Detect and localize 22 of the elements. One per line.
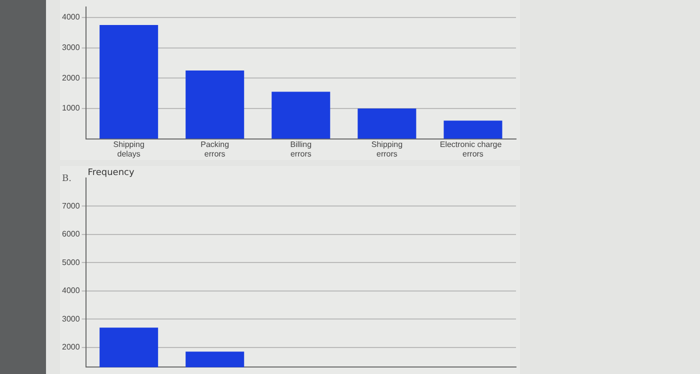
x-tick-label: Billing errors — [290, 140, 312, 158]
bar — [100, 25, 158, 139]
text: B. — [62, 174, 72, 184]
x-tick-label: Shipping errors — [371, 140, 403, 158]
x-tick-label: Packing errors — [200, 140, 230, 158]
x-tick-label: Electronic charge errors — [440, 140, 506, 158]
y-tick-label: 5000 — [62, 258, 80, 267]
y-tick-label: 7000 — [62, 201, 80, 210]
y-tick-label: 2000 — [62, 73, 80, 82]
y-tick-label: 1000 — [62, 104, 80, 113]
bar — [358, 108, 416, 139]
y-tick-label: 6000 — [62, 230, 80, 239]
x-tick-label: Shipping delays — [113, 140, 144, 158]
y-tick-label: 3000 — [62, 314, 80, 324]
bar — [444, 120, 502, 139]
y-tick-label: 4000 — [62, 286, 80, 296]
y-axis-title: Frequency — [88, 168, 135, 178]
y-tick-label: 3000 — [62, 42, 80, 52]
bar — [272, 92, 330, 139]
y-tick-label: 2000 — [62, 342, 80, 352]
bar — [186, 70, 244, 139]
y-tick-label: 4000 — [62, 12, 80, 22]
